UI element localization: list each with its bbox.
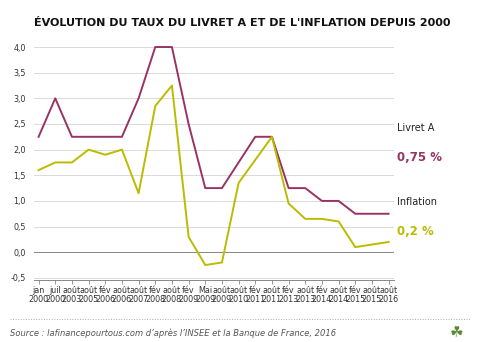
- Text: 0,2 %: 0,2 %: [397, 225, 434, 238]
- Text: Source : lafinancepourtous.com d’après l’INSEE et la Banque de France, 2016: Source : lafinancepourtous.com d’après l…: [10, 328, 336, 338]
- Text: ☘: ☘: [450, 325, 463, 340]
- Text: 0,75 %: 0,75 %: [397, 151, 442, 164]
- Text: ÉVOLUTION DU TAUX DU LIVRET A ET DE L'INFLATION DEPUIS 2000: ÉVOLUTION DU TAUX DU LIVRET A ET DE L'IN…: [34, 18, 450, 28]
- Text: Livret A: Livret A: [397, 123, 434, 133]
- Text: Inflation: Inflation: [397, 197, 437, 207]
